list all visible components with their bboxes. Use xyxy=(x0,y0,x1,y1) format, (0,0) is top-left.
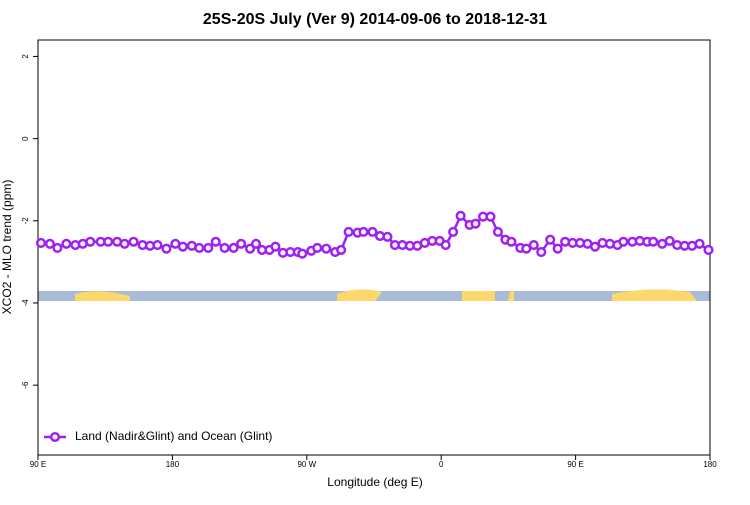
data-point xyxy=(161,243,172,254)
x-tick-label: 0 xyxy=(439,460,444,469)
data-point xyxy=(250,238,262,249)
data-point xyxy=(552,243,563,254)
data-point xyxy=(236,238,247,249)
data-point xyxy=(343,226,354,237)
data-point xyxy=(440,239,451,251)
data-point xyxy=(312,242,323,253)
legend-marker xyxy=(49,431,61,443)
surface-band xyxy=(38,289,710,301)
data-point xyxy=(455,210,466,221)
data-point xyxy=(245,243,256,254)
data-point xyxy=(664,235,675,246)
data-point xyxy=(52,242,63,253)
data-point xyxy=(506,236,517,247)
data-point xyxy=(470,218,481,229)
data-point xyxy=(358,226,369,237)
data-point xyxy=(177,241,188,252)
data-point xyxy=(589,241,601,252)
data-point xyxy=(85,236,96,247)
data-point xyxy=(545,234,556,245)
y-tick-label: -6 xyxy=(21,381,30,389)
data-point xyxy=(44,238,55,249)
y-tick-label: -2 xyxy=(21,217,30,225)
land-band xyxy=(337,289,382,301)
data-point xyxy=(228,242,239,253)
data-point xyxy=(382,231,393,242)
chart-title: 25S-20S July (Ver 9) 2014-09-06 to 2018-… xyxy=(203,11,547,28)
data-point xyxy=(528,239,539,251)
data-point xyxy=(492,226,503,237)
data-point xyxy=(618,236,629,247)
data-point xyxy=(210,236,221,247)
data-point xyxy=(103,236,114,247)
data-point xyxy=(152,239,163,251)
data-point xyxy=(703,244,714,256)
y-tick-label: 2 xyxy=(21,54,30,59)
data-point xyxy=(128,236,139,247)
data-point xyxy=(321,243,332,254)
data-point xyxy=(648,236,659,247)
data-point xyxy=(694,238,705,249)
data-point xyxy=(521,243,532,254)
legend-label: Land (Nadir&Glint) and Ocean (Glint) xyxy=(75,429,272,443)
data-point xyxy=(297,248,308,259)
data-point xyxy=(367,226,378,237)
y-tick-label: 0 xyxy=(21,136,30,141)
land-band xyxy=(612,289,697,301)
data-point xyxy=(61,238,72,249)
land-band xyxy=(508,291,514,301)
y-axis-label: XCO2 - MLO trend (ppm) xyxy=(0,180,14,315)
land-band xyxy=(462,291,495,301)
data-point xyxy=(270,241,281,252)
data-point xyxy=(336,244,347,256)
data-point xyxy=(194,242,205,253)
x-tick-label: 180 xyxy=(166,460,180,469)
data-point xyxy=(485,211,496,222)
x-tick-label: 180 xyxy=(703,460,717,469)
x-tick-label: 90 E xyxy=(30,460,46,469)
data-point xyxy=(448,226,459,237)
data-point xyxy=(203,242,214,253)
land-band xyxy=(75,291,130,301)
data-point xyxy=(536,246,547,258)
data-point xyxy=(219,242,230,253)
data-point xyxy=(35,237,47,249)
x-axis-label: Longitude (deg E) xyxy=(327,475,422,489)
x-tick-label: 90 W xyxy=(297,460,316,469)
y-tick-label: -4 xyxy=(21,299,30,307)
x-tick-label: 90 E xyxy=(567,460,583,469)
data-point xyxy=(119,238,130,249)
